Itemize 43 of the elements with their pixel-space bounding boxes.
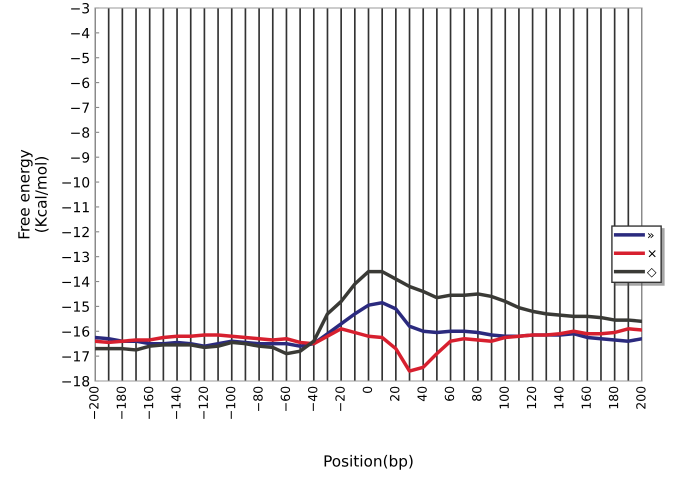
y-tick-label: −16	[62, 326, 90, 337]
y-tick-label: −13	[62, 252, 90, 262]
y-tick-label: −10	[62, 177, 90, 188]
y-tick-label: −14	[62, 276, 90, 287]
y-tick-label: −7	[71, 102, 89, 113]
x-tick-label: −180	[116, 386, 126, 419]
x-tick-label: −40	[308, 386, 318, 411]
y-tick-label: −8	[71, 127, 90, 138]
x-tick-label: 180	[608, 386, 618, 408]
x-tick-label: −140	[171, 386, 181, 419]
x-tick-label: 100	[499, 386, 509, 408]
x-tick-label: −80	[253, 386, 263, 411]
legend-label: »	[648, 232, 654, 238]
x-tick-label: 60	[444, 386, 454, 401]
x-tick-label: −100	[226, 386, 236, 419]
x-tick-label: 20	[390, 386, 400, 401]
y-tick-label: −3	[71, 2, 90, 14]
y-tick-label: −15	[62, 302, 89, 312]
x-tick-label: 0	[362, 386, 372, 393]
y-tick-label: −9	[71, 152, 90, 163]
x-tick-label: −20	[335, 386, 345, 411]
x-tick-label: −60	[280, 386, 290, 411]
y-axis-title: Free energy (Kcal/mol)	[18, 150, 49, 238]
x-axis-title: Position(bp)	[324, 454, 413, 470]
x-tick-label: −160	[144, 386, 154, 419]
y-tick-label: −6	[71, 78, 90, 88]
x-tick-label: −200	[89, 386, 99, 419]
x-tick-label: 40	[417, 386, 427, 402]
y-tick-label: −4	[71, 28, 90, 38]
legend-label: ×	[648, 250, 656, 258]
x-tick-label: 140	[554, 386, 564, 408]
x-tick-label: 200	[636, 386, 646, 409]
x-tick-label: 120	[526, 386, 536, 408]
y-tick-label: −11	[62, 202, 89, 212]
x-tick-label: −120	[198, 386, 208, 419]
y-tick-label: −18	[62, 376, 90, 386]
y-tick-label: −12	[62, 226, 89, 238]
x-tick-label: 160	[581, 386, 591, 408]
y-tick-label: −5	[71, 52, 89, 64]
x-tick-label: 80	[472, 386, 482, 401]
line-series	[95, 327, 642, 373]
y-tick-label: −17	[62, 351, 89, 362]
legend-label: ◇	[646, 268, 656, 278]
